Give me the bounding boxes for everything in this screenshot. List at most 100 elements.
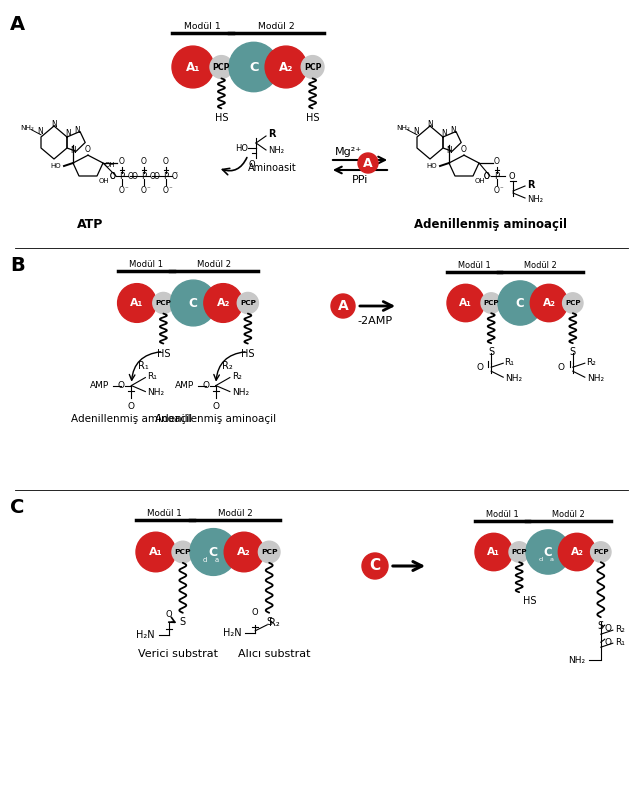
Text: O: O xyxy=(605,623,611,633)
Text: N: N xyxy=(51,119,57,129)
Text: Modül 2: Modül 2 xyxy=(217,509,252,518)
Text: PCP: PCP xyxy=(156,300,171,306)
Text: NH₂: NH₂ xyxy=(568,656,584,664)
Text: C: C xyxy=(189,297,197,309)
Text: A₂: A₂ xyxy=(279,61,293,73)
Text: N: N xyxy=(37,127,43,136)
Circle shape xyxy=(591,542,611,563)
Text: O: O xyxy=(249,160,255,169)
Text: O: O xyxy=(557,363,565,372)
Circle shape xyxy=(153,293,174,313)
Text: A₂: A₂ xyxy=(237,547,251,557)
Text: Adenillenmiş aminoaçil: Adenillenmiş aminoaçil xyxy=(155,413,276,424)
Text: R₁: R₁ xyxy=(504,357,514,367)
Circle shape xyxy=(204,283,242,323)
Circle shape xyxy=(136,533,176,572)
Text: HO: HO xyxy=(235,144,248,152)
Text: R: R xyxy=(268,129,275,139)
Circle shape xyxy=(526,530,570,574)
Text: PCP: PCP xyxy=(484,300,499,306)
Text: d: d xyxy=(203,557,208,563)
Text: PCP: PCP xyxy=(240,300,256,306)
Circle shape xyxy=(509,542,529,563)
Text: Mg²⁺: Mg²⁺ xyxy=(334,147,361,157)
Text: O: O xyxy=(85,145,91,154)
Text: HS: HS xyxy=(215,114,228,123)
Text: O: O xyxy=(494,186,500,195)
Text: C: C xyxy=(516,297,524,309)
Text: C: C xyxy=(10,498,24,517)
Text: Adenillenmiş aminoaçil: Adenillenmiş aminoaçil xyxy=(71,413,192,424)
Text: A₂: A₂ xyxy=(570,547,583,557)
Text: PCP: PCP xyxy=(511,549,527,555)
Text: O: O xyxy=(109,171,115,181)
Text: O: O xyxy=(476,363,483,372)
Text: C: C xyxy=(249,61,258,73)
Text: P: P xyxy=(141,171,147,181)
Text: R: R xyxy=(527,180,534,190)
FancyArrowPatch shape xyxy=(222,158,247,174)
Text: AMP: AMP xyxy=(90,381,109,390)
Circle shape xyxy=(331,294,355,318)
Text: Modül 2: Modül 2 xyxy=(552,510,585,519)
Text: ⁻: ⁻ xyxy=(169,186,173,192)
Text: O: O xyxy=(163,186,169,195)
Circle shape xyxy=(475,533,512,570)
Circle shape xyxy=(530,284,568,322)
Text: O: O xyxy=(461,145,467,154)
Circle shape xyxy=(358,153,378,173)
Text: d: d xyxy=(538,557,543,562)
Circle shape xyxy=(237,293,258,313)
Text: Modül 2: Modül 2 xyxy=(197,260,231,269)
Text: S: S xyxy=(266,617,272,626)
Text: Aminoasit: Aminoasit xyxy=(248,163,297,173)
Text: OH: OH xyxy=(105,162,116,168)
Text: O: O xyxy=(141,157,147,166)
Text: OH: OH xyxy=(475,178,485,184)
Text: A₁: A₁ xyxy=(487,547,500,557)
Circle shape xyxy=(118,283,156,323)
Text: NH₂: NH₂ xyxy=(268,145,284,155)
Text: A₁: A₁ xyxy=(149,547,163,557)
Text: NH₂: NH₂ xyxy=(147,388,165,397)
Text: O: O xyxy=(484,171,490,181)
Text: NH₂: NH₂ xyxy=(527,195,543,204)
Text: NH₂: NH₂ xyxy=(505,374,522,383)
Text: O: O xyxy=(494,157,500,166)
Text: Alıcı substrat: Alıcı substrat xyxy=(238,649,311,659)
Text: NH₂: NH₂ xyxy=(396,125,410,130)
Text: O: O xyxy=(119,157,125,166)
Text: S: S xyxy=(488,347,494,357)
Text: Verici substrat: Verici substrat xyxy=(138,649,218,659)
Text: N: N xyxy=(71,146,77,155)
Circle shape xyxy=(362,553,388,579)
Text: R₁: R₁ xyxy=(138,361,149,371)
Circle shape xyxy=(210,55,233,78)
Text: PCP: PCP xyxy=(261,549,277,555)
Text: Adenillenmiş aminoaçil: Adenillenmiş aminoaçil xyxy=(413,218,566,231)
Text: Modül 1: Modül 1 xyxy=(147,509,182,518)
Text: PCP: PCP xyxy=(213,62,230,72)
Text: PCP: PCP xyxy=(174,549,191,555)
Text: -2AMP: -2AMP xyxy=(358,316,393,326)
Circle shape xyxy=(447,284,484,322)
Circle shape xyxy=(481,293,502,313)
Text: N: N xyxy=(75,126,80,135)
Text: R₁: R₁ xyxy=(615,638,625,647)
Text: O: O xyxy=(212,402,219,410)
Circle shape xyxy=(301,55,324,78)
Text: O: O xyxy=(252,608,258,617)
Text: A₁: A₁ xyxy=(186,61,200,73)
Text: C: C xyxy=(544,545,552,559)
Text: R₂: R₂ xyxy=(232,372,242,381)
Text: O: O xyxy=(128,171,134,181)
Text: R₂: R₂ xyxy=(269,618,280,628)
Text: H₂N: H₂N xyxy=(136,630,155,640)
Text: P: P xyxy=(163,171,168,181)
Text: H₂N: H₂N xyxy=(222,628,241,638)
Text: PPi: PPi xyxy=(352,175,368,185)
Text: O: O xyxy=(131,171,137,181)
Text: PCP: PCP xyxy=(593,549,608,555)
Text: Modül 1: Modül 1 xyxy=(486,510,518,519)
Text: NH₂: NH₂ xyxy=(587,374,604,383)
